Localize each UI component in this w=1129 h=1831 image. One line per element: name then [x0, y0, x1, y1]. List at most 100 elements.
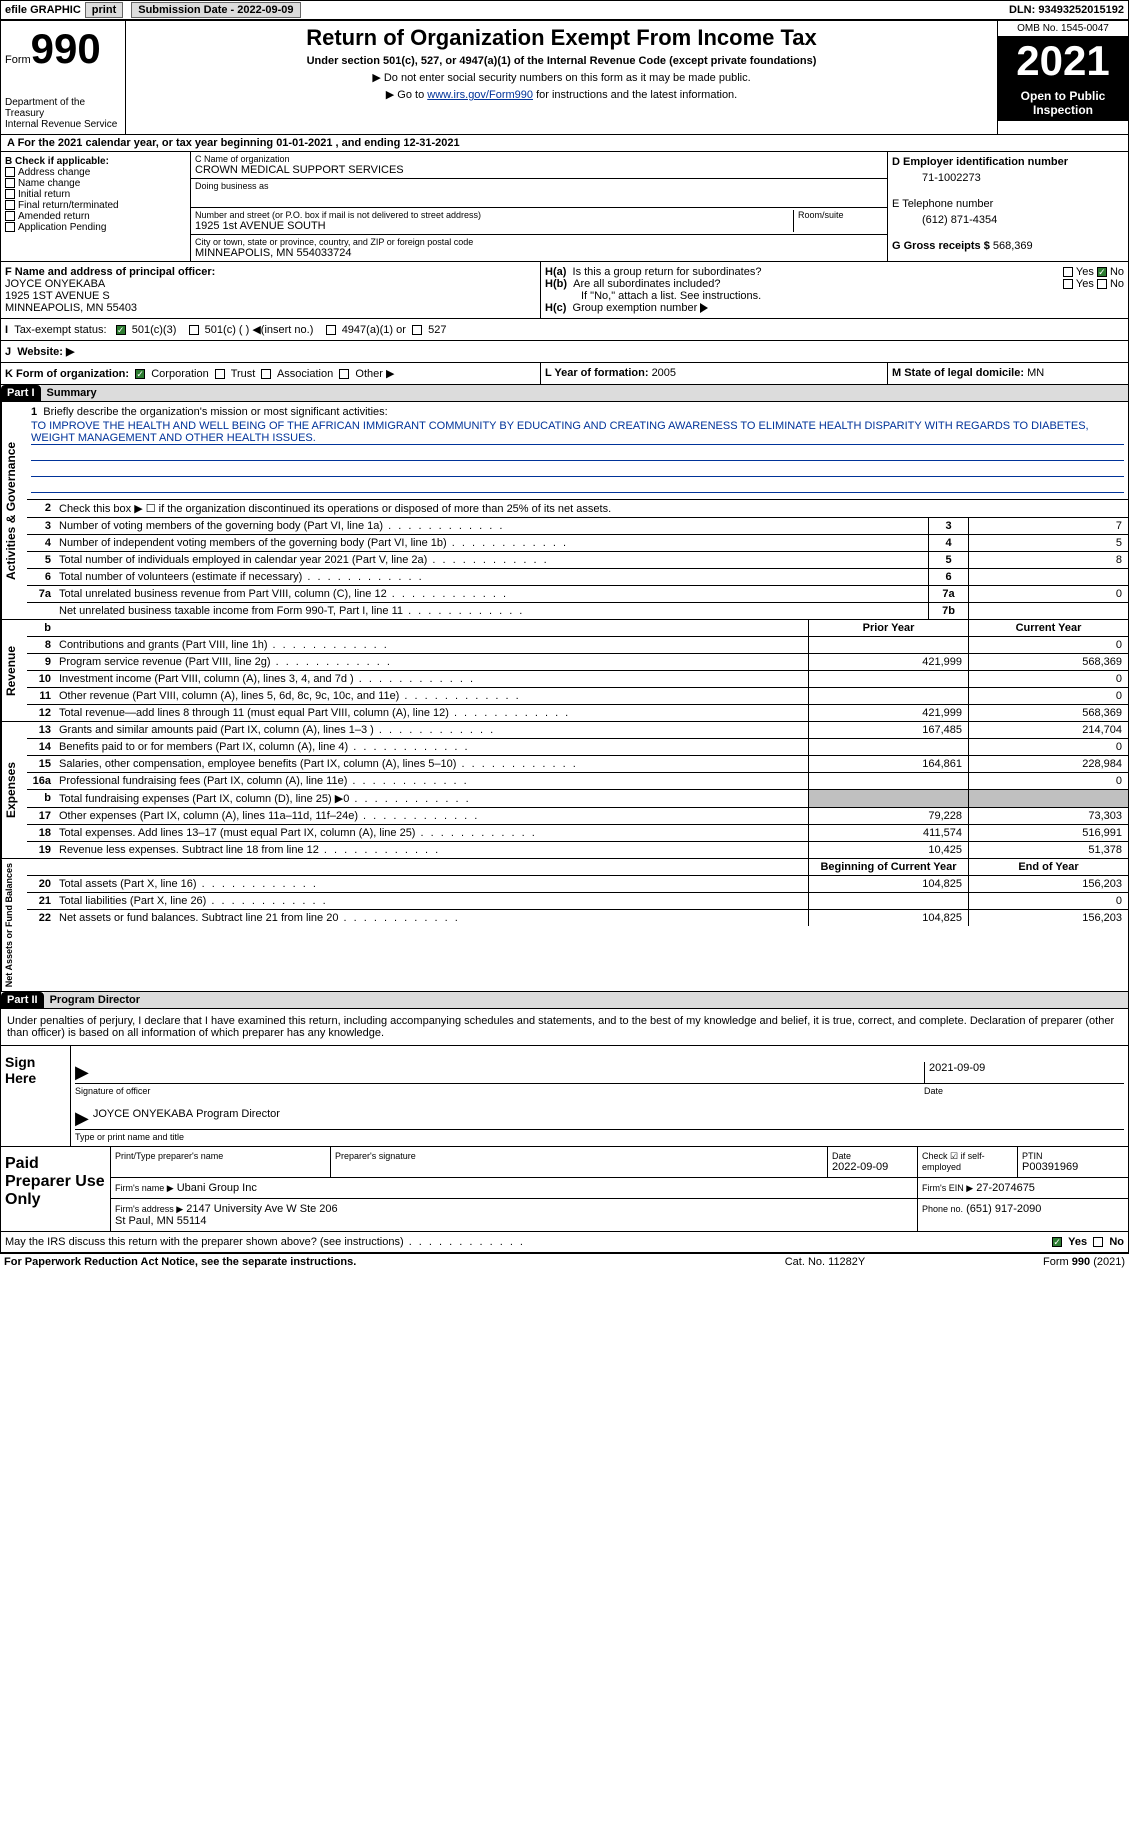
efile-label: efile GRAPHIC: [1, 4, 85, 16]
chk-501c[interactable]: [189, 325, 199, 335]
h-b: H(b) Are all subordinates included? Yes …: [545, 278, 1124, 290]
vtab-expenses: Expenses: [1, 722, 27, 858]
print-button[interactable]: print: [85, 2, 123, 18]
prep-date: 2022-09-09: [832, 1161, 913, 1173]
sign-here-label: Sign Here: [1, 1046, 71, 1146]
summary-expenses: Expenses 13Grants and similar amounts pa…: [0, 722, 1129, 859]
part-2-header: Part II Program Director: [0, 992, 1129, 1009]
form-ref: Form 990 (2021): [925, 1256, 1125, 1268]
state-domicile: MN: [1027, 367, 1044, 379]
paid-preparer-label: Paid Preparer Use Only: [1, 1147, 111, 1231]
prep-name-label: Print/Type preparer's name: [115, 1151, 326, 1161]
summary-revenue: Revenue bPrior YearCurrent Year 8Contrib…: [0, 620, 1129, 722]
chk-amended-return[interactable]: Amended return: [5, 211, 186, 222]
toolbar: efile GRAPHIC print Submission Date - 20…: [0, 0, 1129, 20]
form-note-2: ▶ Go to www.irs.gov/Form990 for instruct…: [130, 88, 993, 101]
mission-text: TO IMPROVE THE HEALTH AND WELL BEING OF …: [31, 420, 1124, 445]
col-b: B Check if applicable: Address change Na…: [1, 152, 191, 261]
h-c: H(c) Group exemption number: [545, 302, 1124, 314]
year-formation-label: L Year of formation:: [545, 367, 652, 379]
part-1-title: Summary: [41, 385, 1128, 401]
officer-sig-title: Program Director: [196, 1108, 280, 1129]
current-year-hdr: Current Year: [968, 620, 1128, 636]
row-j: J Website: ▶: [0, 341, 1129, 363]
b-header: B Check if applicable:: [5, 156, 186, 167]
boc-hdr: Beginning of Current Year: [808, 859, 968, 875]
chk-501c3[interactable]: [116, 325, 126, 335]
prep-date-label: Date: [832, 1151, 913, 1161]
paperwork-notice: For Paperwork Reduction Act Notice, see …: [4, 1256, 725, 1268]
self-employed-chk[interactable]: Check ☑ if self-employed: [918, 1147, 1018, 1177]
irs-link[interactable]: www.irs.gov/Form990: [427, 89, 533, 101]
summary-net: Net Assets or Fund Balances Beginning of…: [0, 859, 1129, 992]
dept-label: Department of the Treasury Internal Reve…: [5, 97, 121, 130]
firm-phone-label: Phone no.: [922, 1204, 963, 1214]
irs-discuss-row: May the IRS discuss this return with the…: [0, 1232, 1129, 1253]
addr: 1925 1st AVENUE SOUTH: [195, 220, 793, 232]
city-label: City or town, state or province, country…: [195, 237, 883, 247]
irs-no[interactable]: [1093, 1237, 1103, 1247]
addr-label: Number and street (or P.O. box if mail i…: [195, 210, 793, 220]
chk-address-change[interactable]: Address change: [5, 167, 186, 178]
ptin-label: PTIN: [1022, 1151, 1124, 1161]
open-to-public: Open to Public Inspection: [998, 85, 1128, 121]
officer-sig-name: JOYCE ONYEKABA: [93, 1108, 193, 1129]
form-title: Return of Organization Exempt From Incom…: [130, 25, 993, 51]
org-name-label: C Name of organization: [195, 154, 883, 164]
sig-officer-label: Signature of officer: [75, 1086, 924, 1096]
officer-label: F Name and address of principal officer:: [5, 266, 536, 278]
dba-label: Doing business as: [195, 181, 883, 191]
firm-phone: (651) 917-2090: [966, 1203, 1041, 1215]
prior-year-hdr: Prior Year: [808, 620, 968, 636]
type-print-label: Type or print name and title: [75, 1132, 1124, 1142]
col-c: C Name of organizationCROWN MEDICAL SUPP…: [191, 152, 888, 261]
chk-4947[interactable]: [326, 325, 336, 335]
eoy-hdr: End of Year: [968, 859, 1128, 875]
vtab-governance: Activities & Governance: [1, 402, 27, 619]
line-2: Check this box ▶ ☐ if the organization d…: [55, 500, 1128, 517]
h-a: H(a) Is this a group return for subordin…: [545, 266, 1124, 278]
part-2-tab: Part II: [1, 992, 44, 1008]
h-b-note: If "No," attach a list. See instructions…: [545, 290, 1124, 302]
sign-here-block: Sign Here ▶2021-09-09 Signature of offic…: [0, 1046, 1129, 1147]
chk-assoc[interactable]: [261, 369, 271, 379]
firm-addr-label: Firm's address ▶: [115, 1204, 183, 1214]
part-2-title: Program Director: [44, 992, 1128, 1008]
chk-application-pending[interactable]: Application Pending: [5, 222, 186, 233]
chk-name-change[interactable]: Name change: [5, 178, 186, 189]
city: MINNEAPOLIS, MN 554033724: [195, 247, 883, 259]
tel-label: E Telephone number: [892, 198, 1124, 210]
irs-yes[interactable]: [1052, 1237, 1062, 1247]
chk-final-return[interactable]: Final return/terminated: [5, 200, 186, 211]
omb-number: OMB No. 1545-0047: [998, 21, 1128, 37]
triangle-icon: [700, 303, 708, 313]
firm-ein-label: Firm's EIN ▶: [922, 1183, 973, 1193]
ptin: P00391969: [1022, 1161, 1124, 1173]
arrow-icon: ▶: [75, 1108, 89, 1129]
footer: For Paperwork Reduction Act Notice, see …: [0, 1253, 1129, 1270]
state-domicile-label: M State of legal domicile:: [892, 367, 1027, 379]
chk-other[interactable]: [339, 369, 349, 379]
officer-name: JOYCE ONYEKABA: [5, 278, 536, 290]
vtab-net: Net Assets or Fund Balances: [1, 859, 27, 991]
ein: 71-1002273: [892, 168, 1124, 198]
cat-number: Cat. No. 11282Y: [725, 1256, 925, 1268]
chk-527[interactable]: [412, 325, 422, 335]
row-k: K Form of organization: Corporation Trus…: [0, 363, 1129, 385]
submission-date-button[interactable]: Submission Date - 2022-09-09: [131, 2, 300, 18]
room-label: Room/suite: [798, 210, 883, 220]
chk-trust[interactable]: [215, 369, 225, 379]
form-header: Form990 Department of the Treasury Inter…: [0, 20, 1129, 135]
date-label: Date: [924, 1086, 1124, 1096]
declaration: Under penalties of perjury, I declare th…: [0, 1009, 1129, 1046]
form-note-1: ▶ Do not enter social security numbers o…: [130, 71, 993, 84]
vtab-revenue: Revenue: [1, 620, 27, 721]
gross-receipts: G Gross receipts $ 568,369: [892, 240, 1124, 252]
firm-name-label: Firm's name ▶: [115, 1183, 174, 1193]
chk-corp[interactable]: [135, 369, 145, 379]
chk-initial-return[interactable]: Initial return: [5, 189, 186, 200]
block-b-c-d: B Check if applicable: Address change Na…: [0, 152, 1129, 262]
ein-label: D Employer identification number: [892, 156, 1124, 168]
form-number: Form990: [5, 25, 121, 73]
year-formation: 2005: [652, 367, 676, 379]
